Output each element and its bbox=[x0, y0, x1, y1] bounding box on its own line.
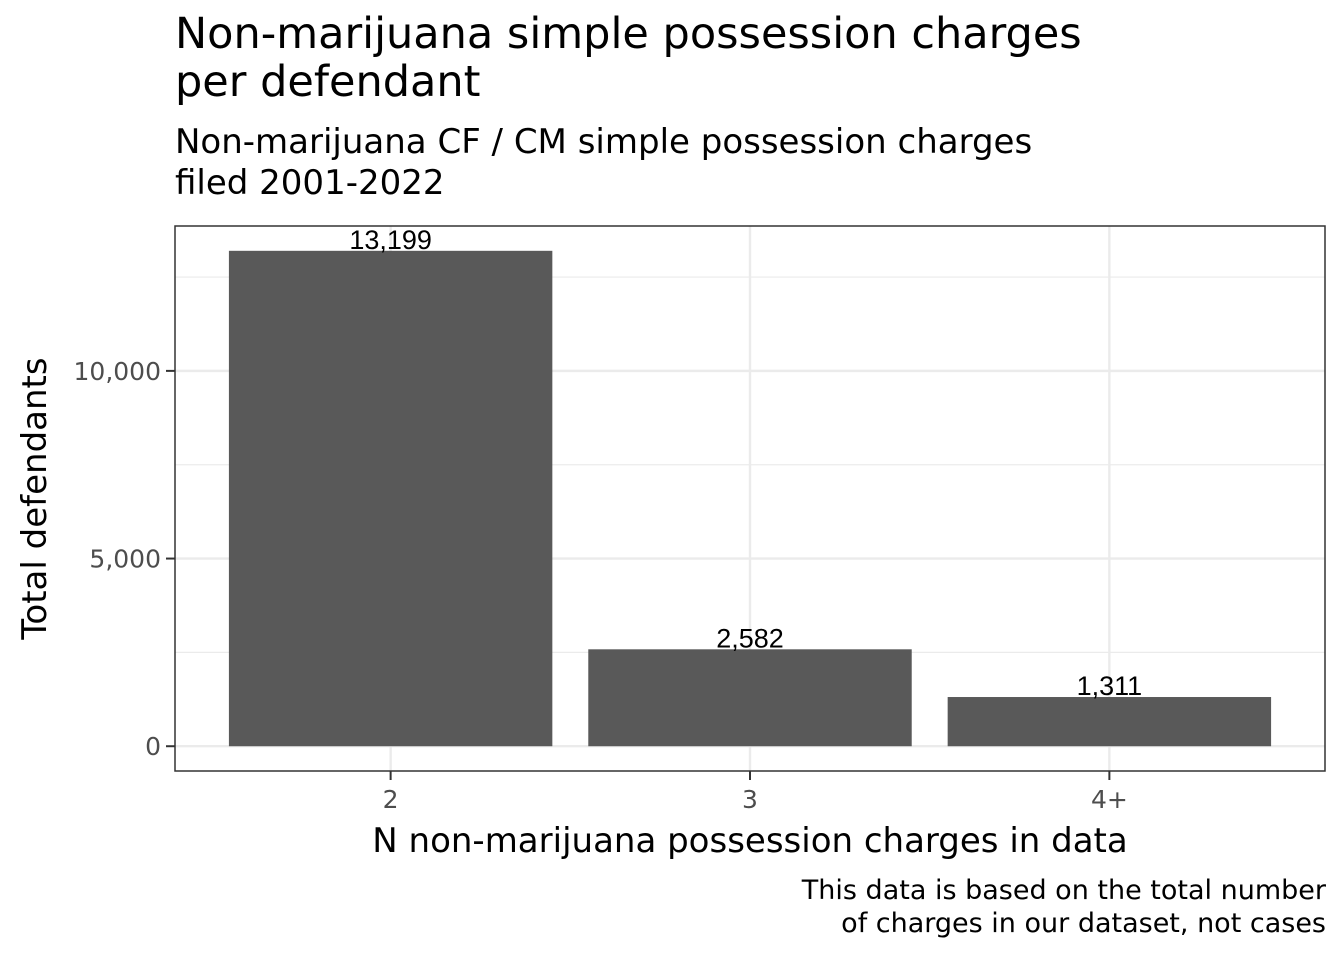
bar-4+ bbox=[947, 697, 1272, 747]
chart-subtitle-line-1: Non-marijuana CF / CM simple possession … bbox=[175, 122, 1033, 162]
axis-layer: 0 5,000 10,000 2 3 4+ bbox=[74, 357, 1128, 814]
chart-subtitle-line-2: filed 2001-2022 bbox=[175, 163, 445, 203]
chart-title-line-1: Non-marijuana simple possession charges bbox=[175, 9, 1082, 59]
chart-caption-line-1: This data is based on the total number bbox=[801, 875, 1326, 906]
chart-subtitle: Non-marijuana CF / CM simple possession … bbox=[175, 122, 1032, 204]
chart-title-line-2: per defendant bbox=[175, 57, 481, 107]
bar-2 bbox=[228, 250, 553, 747]
x-tick-label: 4+ bbox=[1091, 785, 1128, 814]
value-label-layer: 13,199 2,582 1,311 bbox=[349, 225, 1142, 701]
bar-value-label: 13,199 bbox=[349, 225, 432, 255]
x-axis-label: N non-marijuana possession charges in da… bbox=[372, 821, 1127, 861]
bar-value-label: 2,582 bbox=[716, 623, 784, 653]
bar-layer bbox=[228, 250, 1272, 747]
y-tick-label: 5,000 bbox=[89, 545, 161, 574]
bar-value-label: 1,311 bbox=[1077, 671, 1143, 701]
x-tick-label: 2 bbox=[383, 785, 399, 814]
chart-title: Non-marijuana simple possession charges … bbox=[175, 10, 1082, 106]
y-tick-label: 10,000 bbox=[74, 357, 161, 386]
y-tick-label: 0 bbox=[145, 732, 161, 761]
x-tick-label: 3 bbox=[742, 785, 758, 814]
y-axis-label: Total defendants bbox=[15, 357, 55, 640]
chart-caption-line-2: of charges in our dataset, not cases bbox=[841, 908, 1326, 939]
bar-3 bbox=[588, 649, 912, 747]
chart-caption: This data is based on the total number o… bbox=[802, 874, 1326, 940]
